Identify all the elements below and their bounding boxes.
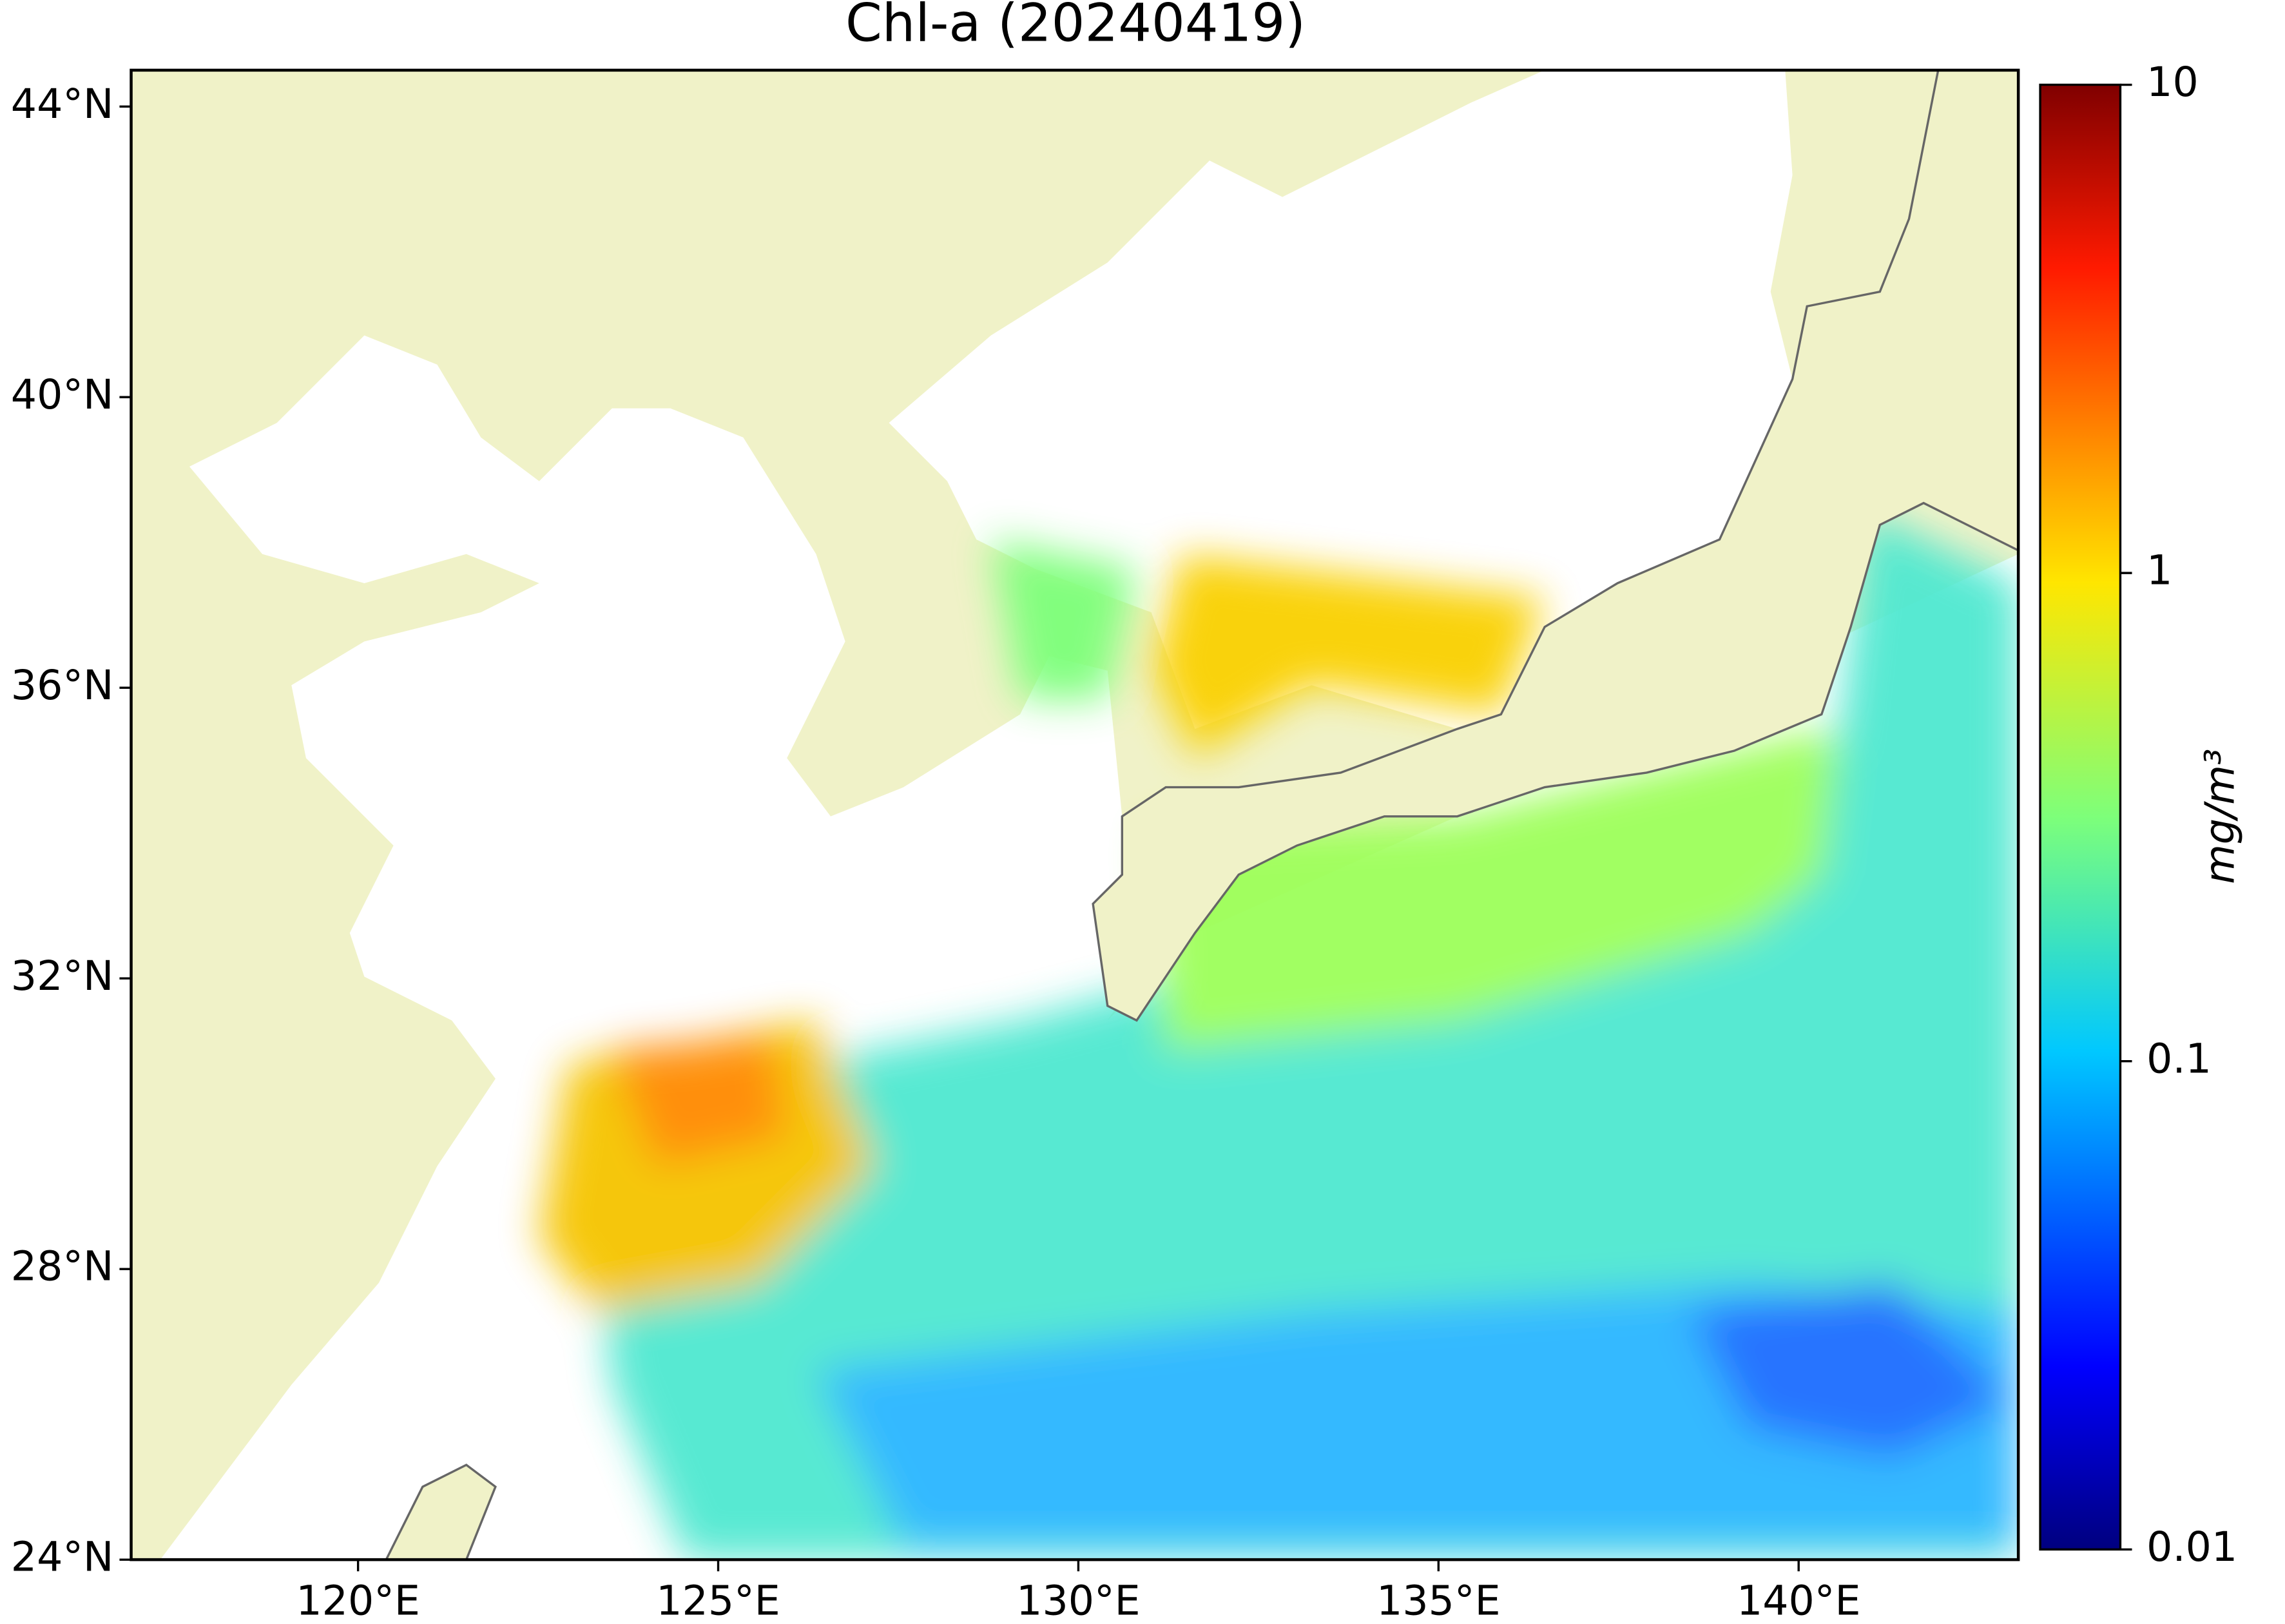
japan — [1092, 70, 2019, 1022]
x-tick-label: 125°E — [656, 1577, 780, 1624]
y-tick-label: 28°N — [11, 1242, 114, 1290]
taiwan — [385, 1464, 497, 1560]
map-title: Chl-a (20240419) — [845, 0, 1306, 54]
colorbar — [2039, 83, 2122, 1551]
chlorophyll-field — [539, 510, 2019, 1560]
map-frame — [130, 68, 2020, 1561]
map-area — [131, 70, 2019, 1560]
colorbar-tick-label: 1 — [2146, 546, 2172, 594]
colorbar-tick-label: 0.01 — [2146, 1523, 2237, 1571]
y-tick-label: 44°N — [11, 80, 114, 128]
colorbar-label: mg/m³ — [2195, 749, 2243, 884]
x-tick-label: 140°E — [1737, 1577, 1861, 1624]
colorbar-tick-label: 0.1 — [2146, 1034, 2212, 1082]
x-tick-label: 120°E — [296, 1577, 420, 1624]
x-tick-label: 130°E — [1016, 1577, 1141, 1624]
colorbar-tick-label: 10 — [2146, 58, 2199, 106]
y-tick-label: 40°N — [11, 371, 114, 418]
x-tick-label: 135°E — [1376, 1577, 1501, 1624]
y-tick-label: 24°N — [11, 1533, 114, 1581]
y-tick-label: 36°N — [11, 661, 114, 709]
y-tick-label: 32°N — [11, 952, 114, 1000]
